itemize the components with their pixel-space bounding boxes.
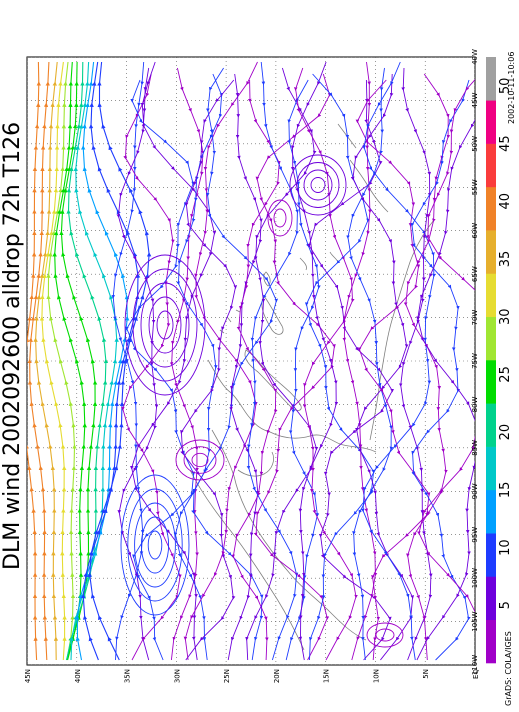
colorbar-swatch xyxy=(486,619,496,664)
streamline-eddy xyxy=(289,154,347,216)
colorbar-swatch xyxy=(486,360,496,404)
colorbar-swatch xyxy=(486,230,496,274)
streamline-eddy xyxy=(132,268,198,382)
lat-label: 35N xyxy=(124,669,132,683)
streamline-eddy xyxy=(148,296,182,354)
streamline-eddy xyxy=(140,516,170,574)
streamline-eddy xyxy=(303,169,333,201)
map-title: DLM wind 2002092600 alldrop 72h T126 xyxy=(0,122,25,570)
lon-label: 90W xyxy=(471,483,479,499)
map-panel: EQ 5N 10N 15N 20N 25N 30N 35N 40N 45N 110W 105W 100… xyxy=(24,49,480,684)
lat-label: 5N xyxy=(422,669,430,679)
lon-label: 85W xyxy=(471,440,479,456)
streamline-eddy xyxy=(124,254,206,396)
wind-streamlines xyxy=(27,61,475,661)
streamline-eddy xyxy=(134,502,176,588)
colorbar-swatch xyxy=(486,533,496,577)
colorbar-swatch xyxy=(486,143,496,188)
streamline-eddy xyxy=(191,452,209,468)
streamline-eddy xyxy=(175,439,225,481)
colorbar: 5 10 15 20 25 30 35 40 45 50 xyxy=(486,57,513,664)
colorbar-label: 15 xyxy=(498,482,513,499)
colorbar-swatch xyxy=(486,446,496,491)
colorbar-labels: 5 10 15 20 25 30 35 40 45 50 xyxy=(498,78,513,610)
colorbar-swatch xyxy=(486,273,496,318)
latitude-labels: EQ 5N 10N 15N 20N 25N 30N 35N 40N 45N xyxy=(24,669,480,684)
streamline-eddy xyxy=(267,199,293,237)
colorbar-label: 40 xyxy=(498,193,513,210)
timestamp: 2002-10-11-10:06 xyxy=(507,52,516,124)
lat-label: 30N xyxy=(173,669,181,683)
colorbar-swatch xyxy=(486,576,496,621)
streamline-eddy xyxy=(375,628,395,642)
longitude-labels: 110W 105W 100W 95W 90W 85W 80W 75W 70W 65W 60W 55W 5… xyxy=(471,49,479,675)
lon-label: 55W xyxy=(471,179,479,195)
colorbar-swatch xyxy=(486,316,496,361)
streamline-eddy xyxy=(273,208,287,228)
lat-label: 25N xyxy=(223,669,231,683)
colorbar-label: 50 xyxy=(498,78,513,95)
lat-label: 15N xyxy=(323,669,331,683)
colorbar-label: 35 xyxy=(498,251,513,268)
colorbar-swatch xyxy=(486,186,496,231)
streamline-eddy xyxy=(310,177,326,193)
streamline-eddy xyxy=(120,474,190,616)
lon-label: 65W xyxy=(471,266,479,282)
colorbar-swatch xyxy=(486,100,496,144)
colorbar-swatch xyxy=(486,403,496,447)
lat-label: 40N xyxy=(74,669,82,683)
lon-label: 100W xyxy=(471,568,479,588)
streamline-eddy xyxy=(296,162,340,208)
colorbar-label: 20 xyxy=(498,424,513,441)
streamline-eddy xyxy=(147,530,163,560)
colorbar-label: 10 xyxy=(498,539,513,556)
colorbar-swatch xyxy=(486,57,496,101)
lon-label: 95W xyxy=(471,527,479,543)
lon-label: 60W xyxy=(471,223,479,239)
grads-credit: GrADS: COLA/IGES xyxy=(504,631,513,706)
streamline-eddy xyxy=(366,622,404,648)
colorbar-label: 5 xyxy=(498,601,513,609)
streamline xyxy=(417,79,475,641)
lon-label: 45W xyxy=(471,92,479,108)
colorbar-label: 45 xyxy=(498,135,513,152)
lat-label: 20N xyxy=(273,669,281,683)
lon-label: 80W xyxy=(471,396,479,412)
colorbar-label: 25 xyxy=(498,366,513,383)
lat-label: EQ xyxy=(472,669,480,679)
lon-label: 105W xyxy=(471,611,479,631)
lon-label: 70W xyxy=(471,310,479,326)
lon-label: 40W xyxy=(471,49,479,65)
lon-label: 50W xyxy=(471,136,479,152)
lon-label: 75W xyxy=(471,353,479,369)
streamline-eddy xyxy=(156,310,174,340)
lat-label: 45N xyxy=(24,669,32,683)
colorbar-swatches xyxy=(486,57,496,664)
streamline-eddy xyxy=(140,282,190,368)
streamline-eddy xyxy=(127,488,183,602)
streamline-eddy xyxy=(183,446,217,474)
colorbar-swatch xyxy=(486,489,496,534)
lon-label: 110W xyxy=(471,655,479,675)
lat-label: 10N xyxy=(372,669,380,683)
colorbar-label: 30 xyxy=(498,308,513,325)
